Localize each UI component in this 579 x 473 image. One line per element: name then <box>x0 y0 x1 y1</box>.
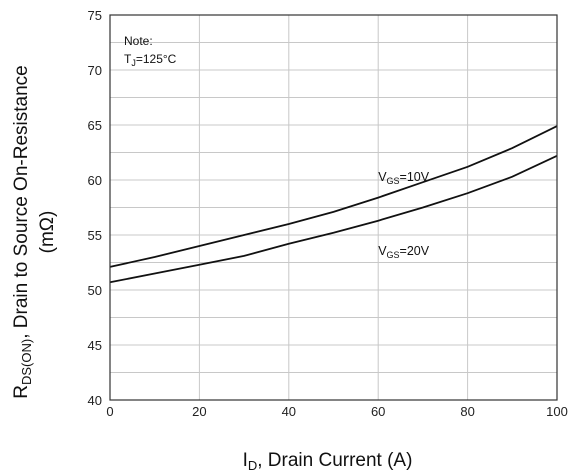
y-axis-unit: (mΩ) <box>37 211 58 254</box>
x-axis-subscript: D <box>248 458 257 473</box>
y-tick-label: 45 <box>88 338 102 353</box>
x-tick-label: 100 <box>546 404 568 419</box>
tick-labels: 0 20 40 60 80 100 40 45 50 55 60 65 70 75 <box>88 8 568 419</box>
y-tick-label: 40 <box>88 393 102 408</box>
note-title: Note: <box>124 34 153 48</box>
y-tick-label: 65 <box>88 118 102 133</box>
x-axis-text: , Drain Current (A) <box>257 450 412 471</box>
x-tick-label: 60 <box>371 404 385 419</box>
y-tick-label: 70 <box>88 63 102 78</box>
x-tick-label: 0 <box>106 404 113 419</box>
series-label-2: VGS=20V <box>378 244 430 260</box>
series-label-value: =10V <box>400 170 430 184</box>
series-line-1 <box>109 125 558 268</box>
y-axis-symbol: R <box>11 385 32 399</box>
y-tick-label: 55 <box>88 228 102 243</box>
x-tick-label: 20 <box>192 404 206 419</box>
y-tick-label: 60 <box>88 173 102 188</box>
grid-lines <box>110 15 557 400</box>
series-label-subscript: GS <box>387 176 400 186</box>
plot-frame <box>109 14 558 401</box>
x-tick-label: 40 <box>282 404 296 419</box>
y-axis-title: RDS(ON), Drain to Source On-Resistance (… <box>11 65 58 398</box>
series-label-symbol: V <box>378 244 387 258</box>
data-series <box>109 125 558 284</box>
series-line-2 <box>109 154 558 284</box>
series-label-value: =20V <box>400 244 430 258</box>
y-axis-subscript: DS(ON) <box>19 339 34 385</box>
x-axis-symbol: I <box>243 450 248 471</box>
y-tick-label: 75 <box>88 8 102 23</box>
series-label-symbol: V <box>378 170 387 184</box>
x-axis-title: ID, Drain Current (A) <box>243 450 413 473</box>
note-t-symbol: T <box>124 52 132 66</box>
series-label-1: VGS=10V <box>378 170 430 186</box>
y-axis-title-line1: RDS(ON), Drain to Source On-Resistance <box>11 65 34 398</box>
note-t-value: =125°C <box>136 52 177 66</box>
note-temperature: TJ=125°C <box>124 52 177 68</box>
note-t-subscript: J <box>131 58 136 68</box>
x-tick-label: 80 <box>460 404 474 419</box>
series-label-subscript: GS <box>387 250 400 260</box>
y-tick-label: 50 <box>88 283 102 298</box>
y-axis-text: , Drain to Source On-Resistance <box>11 65 32 339</box>
